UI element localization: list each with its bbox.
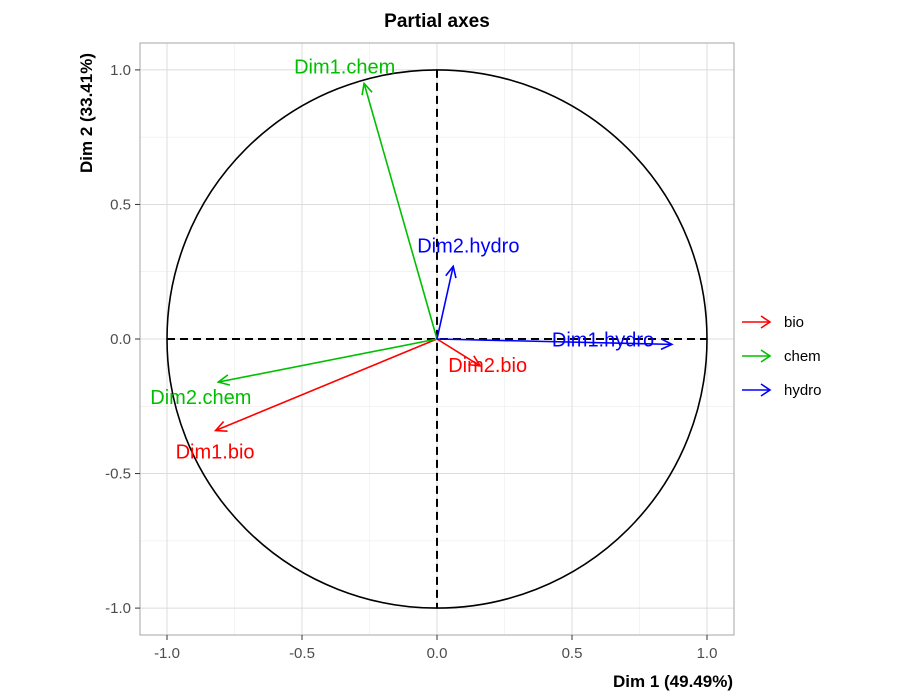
y-tick-label: 0.0 — [110, 331, 131, 348]
legend: bio chem hydro — [742, 314, 822, 399]
arrow-line-dim2-bio — [436, 338, 481, 367]
arrow-line-dim1-bio — [215, 338, 438, 432]
x-axis-title: Dim 1 (49.49%) — [613, 672, 733, 691]
legend-label-hydro: hydro — [784, 382, 822, 399]
arrow-head-dim2-hydro — [445, 264, 457, 279]
arrow-head-dim1-bio — [213, 421, 228, 432]
chart-title: Partial axes — [384, 11, 490, 32]
y-tick-label: 1.0 — [110, 62, 131, 79]
y-axis-title: Dim 2 (33.41%) — [77, 53, 96, 173]
legend-label-bio: bio — [784, 314, 804, 331]
x-tick-label: 1.0 — [697, 645, 718, 662]
arrow-head-dim1-hydro — [660, 338, 674, 351]
arrow-head-dim2-bio — [468, 355, 482, 367]
arrow-line-dim1-hydro — [436, 338, 672, 346]
x-tick-label: -0.5 — [289, 645, 315, 662]
y-tick-label: 0.5 — [110, 196, 131, 213]
arrow-head-dim2-chem — [216, 374, 231, 386]
arrow-line-dim2-hydro — [436, 266, 454, 340]
arrow-line-dim1-chem — [363, 83, 438, 340]
y-axis-ticks: -1.0 -0.5 0.0 0.5 1.0 — [105, 62, 140, 617]
reference-lines — [166, 69, 708, 609]
arrow-label-dim2-hydro: Dim2.hydro — [417, 235, 519, 257]
legend-key-arrow-chem — [760, 349, 772, 363]
x-tick-label: 0.0 — [427, 645, 448, 662]
x-axis-ticks: -1.0 -0.5 0.0 0.5 1.0 — [154, 635, 717, 662]
arrow-label-dim1-chem: Dim1.chem — [294, 56, 395, 78]
x-tick-label: 0.5 — [562, 645, 583, 662]
arrow-label-dim2-bio: Dim2.bio — [448, 355, 527, 377]
arrow-label-dim1-bio: Dim1.bio — [176, 441, 255, 463]
arrows: Dim1.bio Dim2.bio Dim1.chem Dim2.chem Dim1.h… — [150, 56, 674, 463]
legend-key-arrow-bio — [760, 315, 772, 329]
arrow-head-dim1-chem — [361, 81, 373, 96]
arrow-line-dim2-chem — [218, 338, 438, 383]
legend-key-arrow-hydro — [760, 383, 772, 397]
correlation-circle — [166, 69, 708, 609]
x-tick-label: -1.0 — [154, 645, 180, 662]
legend-label-chem: chem — [784, 348, 821, 365]
y-tick-label: -1.0 — [105, 600, 131, 617]
arrow-label-dim1-hydro: Dim1.hydro — [552, 329, 654, 351]
arrow-label-dim2-chem: Dim2.chem — [150, 387, 251, 409]
y-tick-label: -0.5 — [105, 466, 131, 483]
